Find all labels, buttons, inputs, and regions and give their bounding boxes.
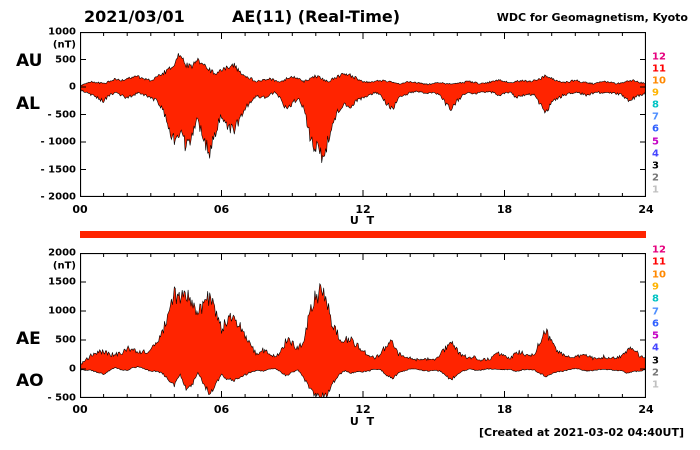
station-number: 10	[652, 269, 666, 281]
xtick-label: 18	[496, 403, 513, 416]
source-label: WDC for Geomagnetism, Kyoto	[496, 11, 688, 24]
ytick-label: 2000	[48, 247, 76, 259]
xtick-label: 06	[213, 203, 230, 216]
station-number: 6	[652, 123, 659, 135]
ytick-label: 1500	[48, 276, 76, 288]
ae-axis-label: AE	[16, 329, 41, 349]
availability-strip	[80, 231, 646, 238]
ytick-label: 500	[55, 334, 76, 346]
au-al-chart	[80, 32, 646, 197]
created-timestamp: [Created at 2021-03-02 04:40UT]	[478, 426, 684, 439]
ae-ao-chart	[80, 253, 646, 398]
station-number: 8	[652, 293, 659, 305]
xtick-label: 00	[72, 203, 88, 216]
xtick-label: 12	[355, 403, 371, 416]
ytick-label: - 2000	[40, 191, 76, 203]
ytick-label: 0	[69, 81, 76, 93]
station-number: 5	[652, 330, 659, 342]
station-number: 2	[652, 172, 659, 184]
station-number: 4	[652, 148, 659, 160]
station-number: 12	[652, 244, 666, 256]
station-number: 9	[652, 87, 659, 99]
station-number: 7	[652, 111, 659, 123]
xtick-label: 24	[638, 403, 654, 416]
date-label: 2021/03/01	[84, 7, 185, 26]
station-number: 5	[652, 136, 659, 148]
al-axis-label: AL	[16, 94, 40, 114]
xtick-label: 00	[72, 403, 88, 416]
station-number: 3	[652, 355, 659, 367]
station-number: 3	[652, 160, 659, 172]
station-number: 11	[652, 63, 666, 75]
unit-label: (nT)	[52, 39, 76, 51]
ytick-label: - 1000	[40, 136, 76, 148]
ytick-label: - 500	[47, 392, 76, 404]
page-title: AE(11) (Real-Time)	[232, 7, 401, 26]
xtick-label: 18	[496, 203, 513, 216]
xtick-label: 24	[638, 203, 654, 216]
station-number: 8	[652, 99, 659, 111]
ytick-label: 1000	[48, 305, 76, 317]
ytick-label: 500	[55, 54, 76, 66]
station-number: 6	[652, 318, 659, 330]
ao-axis-label: AO	[16, 371, 44, 391]
ytick-label: 1000	[48, 26, 76, 38]
station-number: 1	[652, 379, 659, 391]
station-number: 12	[652, 51, 666, 63]
station-number: 1	[652, 184, 659, 196]
station-number: 2	[652, 367, 659, 379]
xtick-label: 06	[213, 403, 230, 416]
station-number: 4	[652, 342, 659, 354]
ytick-label: 0	[69, 363, 76, 375]
station-number: 11	[652, 256, 666, 268]
ut-axis-label: U T	[349, 415, 377, 428]
ytick-label: - 1500	[40, 164, 76, 176]
xtick-label: 12	[355, 203, 371, 216]
station-number: 7	[652, 306, 659, 318]
au-axis-label: AU	[16, 51, 43, 71]
ytick-label: - 500	[47, 109, 76, 121]
unit-label: (nT)	[52, 260, 76, 272]
station-number: 9	[652, 281, 659, 293]
station-number: 10	[652, 75, 666, 87]
ut-axis-label: U T	[349, 214, 377, 227]
